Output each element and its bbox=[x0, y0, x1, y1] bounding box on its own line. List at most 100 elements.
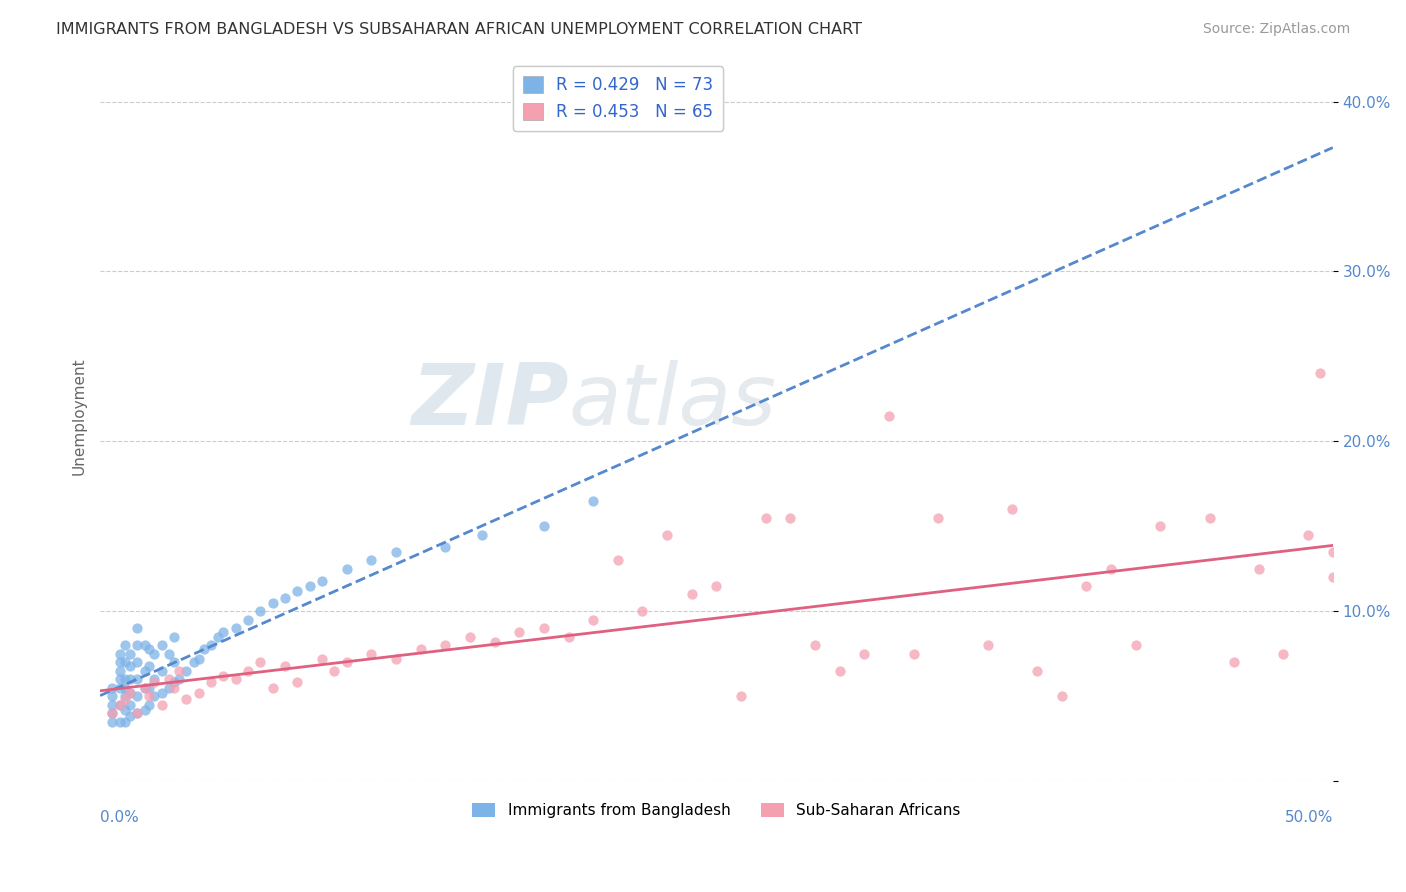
Point bbox=[828, 664, 851, 678]
Point bbox=[657, 527, 679, 541]
Point bbox=[114, 714, 136, 729]
Point bbox=[508, 624, 530, 639]
Point bbox=[127, 689, 149, 703]
Point bbox=[176, 664, 198, 678]
Point bbox=[101, 706, 124, 720]
Point bbox=[187, 686, 209, 700]
Point bbox=[1125, 638, 1147, 652]
Point bbox=[311, 651, 333, 665]
Point bbox=[212, 669, 235, 683]
Point bbox=[101, 689, 124, 703]
Point bbox=[167, 672, 190, 686]
Point bbox=[236, 613, 259, 627]
Point bbox=[458, 630, 481, 644]
Point bbox=[101, 698, 124, 712]
Point bbox=[143, 672, 166, 686]
Point bbox=[114, 689, 136, 703]
Point bbox=[163, 681, 186, 695]
Point bbox=[118, 709, 141, 723]
Point bbox=[157, 647, 180, 661]
Point bbox=[730, 689, 752, 703]
Point bbox=[143, 675, 166, 690]
Point bbox=[127, 672, 149, 686]
Point bbox=[114, 672, 136, 686]
Text: Source: ZipAtlas.com: Source: ZipAtlas.com bbox=[1202, 22, 1350, 37]
Point bbox=[138, 658, 160, 673]
Point bbox=[606, 553, 628, 567]
Point bbox=[163, 630, 186, 644]
Point bbox=[127, 655, 149, 669]
Point bbox=[323, 664, 346, 678]
Point bbox=[533, 621, 555, 635]
Point bbox=[236, 664, 259, 678]
Point bbox=[127, 638, 149, 652]
Point bbox=[804, 638, 827, 652]
Point bbox=[150, 686, 173, 700]
Point bbox=[249, 604, 271, 618]
Point bbox=[138, 698, 160, 712]
Point bbox=[108, 647, 131, 661]
Point bbox=[434, 540, 457, 554]
Y-axis label: Unemployment: Unemployment bbox=[72, 357, 86, 475]
Point bbox=[114, 638, 136, 652]
Point bbox=[101, 706, 124, 720]
Point bbox=[1223, 655, 1246, 669]
Point bbox=[200, 675, 222, 690]
Point bbox=[681, 587, 703, 601]
Text: ZIP: ZIP bbox=[411, 359, 568, 442]
Point bbox=[118, 658, 141, 673]
Point bbox=[108, 672, 131, 686]
Point bbox=[298, 579, 321, 593]
Point bbox=[212, 624, 235, 639]
Point bbox=[336, 655, 359, 669]
Point bbox=[200, 638, 222, 652]
Point bbox=[853, 647, 876, 661]
Point bbox=[249, 655, 271, 669]
Point bbox=[134, 681, 156, 695]
Point bbox=[108, 714, 131, 729]
Point bbox=[114, 692, 136, 706]
Point bbox=[134, 681, 156, 695]
Point bbox=[285, 583, 308, 598]
Point bbox=[183, 655, 205, 669]
Point bbox=[134, 664, 156, 678]
Point bbox=[157, 681, 180, 695]
Point bbox=[127, 621, 149, 635]
Point bbox=[114, 655, 136, 669]
Point bbox=[311, 574, 333, 588]
Point bbox=[163, 675, 186, 690]
Point bbox=[1050, 689, 1073, 703]
Point bbox=[108, 698, 131, 712]
Text: 50.0%: 50.0% bbox=[1285, 810, 1333, 825]
Point bbox=[1001, 502, 1024, 516]
Point bbox=[108, 664, 131, 678]
Point bbox=[1247, 562, 1270, 576]
Point bbox=[157, 672, 180, 686]
Point bbox=[101, 681, 124, 695]
Point bbox=[779, 510, 801, 524]
Point bbox=[118, 672, 141, 686]
Point bbox=[118, 647, 141, 661]
Point bbox=[1099, 562, 1122, 576]
Point bbox=[434, 638, 457, 652]
Point bbox=[976, 638, 998, 652]
Point bbox=[138, 641, 160, 656]
Point bbox=[138, 689, 160, 703]
Point bbox=[118, 686, 141, 700]
Point bbox=[138, 681, 160, 695]
Point bbox=[143, 647, 166, 661]
Point bbox=[150, 664, 173, 678]
Point bbox=[631, 604, 654, 618]
Point bbox=[207, 630, 229, 644]
Point bbox=[385, 545, 408, 559]
Point bbox=[385, 651, 408, 665]
Point bbox=[1026, 664, 1049, 678]
Point bbox=[706, 579, 728, 593]
Point bbox=[360, 553, 382, 567]
Point bbox=[360, 647, 382, 661]
Point bbox=[409, 641, 432, 656]
Point bbox=[143, 689, 166, 703]
Point bbox=[127, 706, 149, 720]
Point bbox=[582, 613, 605, 627]
Point bbox=[134, 703, 156, 717]
